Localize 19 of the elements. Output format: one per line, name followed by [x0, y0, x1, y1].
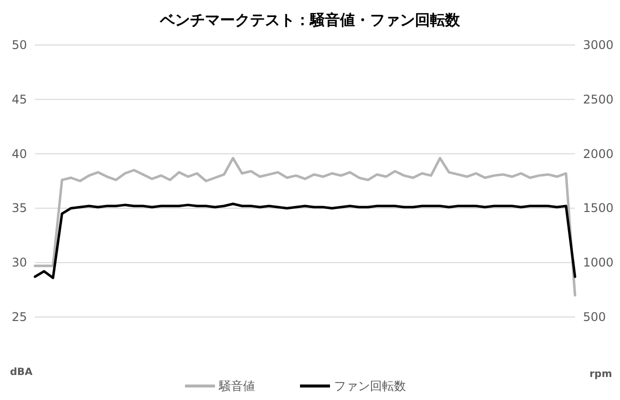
y2-tick-label: 2000 [583, 146, 614, 161]
line-series [34, 156, 576, 296]
y-axis-title: dBA [10, 367, 33, 378]
y2-tick-label: 1500 [583, 201, 614, 216]
y2-axis-title: rpm [589, 369, 612, 380]
line-series [34, 202, 576, 280]
y-tick-label: 25 [12, 310, 27, 324]
y2-tick-label: 1000 [583, 256, 614, 270]
y2-tick-label: 2500 [583, 92, 614, 106]
legend-label: 騒音値 [218, 379, 255, 393]
y-tick-label: 50 [12, 38, 27, 52]
y-tick-label: 35 [12, 201, 27, 216]
y-tick-label: 30 [12, 256, 27, 270]
y2-tick-label: 3000 [583, 38, 614, 52]
y-tick-label: 45 [12, 92, 27, 106]
legend-label: ファン回転数 [334, 379, 406, 393]
y-tick-label: 40 [12, 146, 27, 161]
y2-tick-label: 500 [583, 310, 606, 324]
chart-title: ベンチマークテスト：騒音値・ファン回転数 [159, 11, 461, 29]
